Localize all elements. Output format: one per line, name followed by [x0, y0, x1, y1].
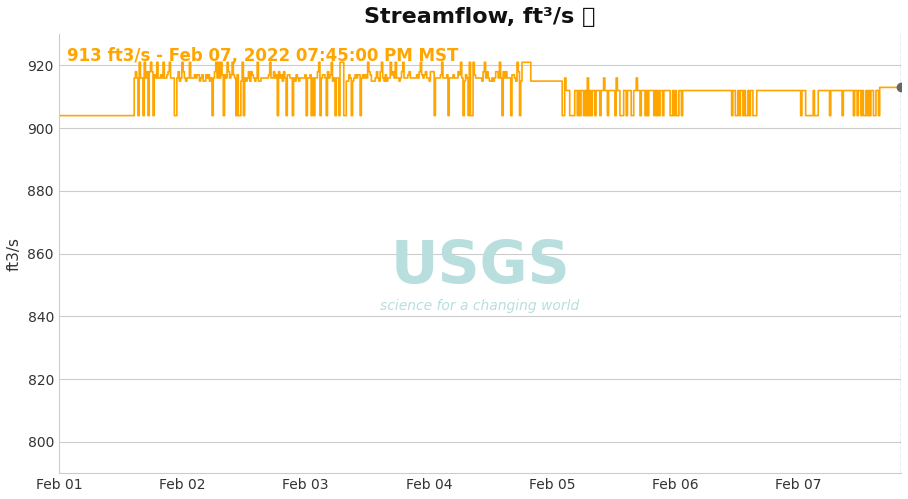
Text: 913 ft3/s - Feb 07, 2022 07:45:00 PM MST: 913 ft3/s - Feb 07, 2022 07:45:00 PM MST	[67, 47, 459, 65]
Text: USGS: USGS	[390, 239, 570, 295]
Text: science for a changing world: science for a changing world	[380, 299, 579, 313]
Y-axis label: ft3/s: ft3/s	[7, 237, 22, 270]
Title: Streamflow, ft³/s ⓘ: Streamflow, ft³/s ⓘ	[364, 7, 596, 27]
